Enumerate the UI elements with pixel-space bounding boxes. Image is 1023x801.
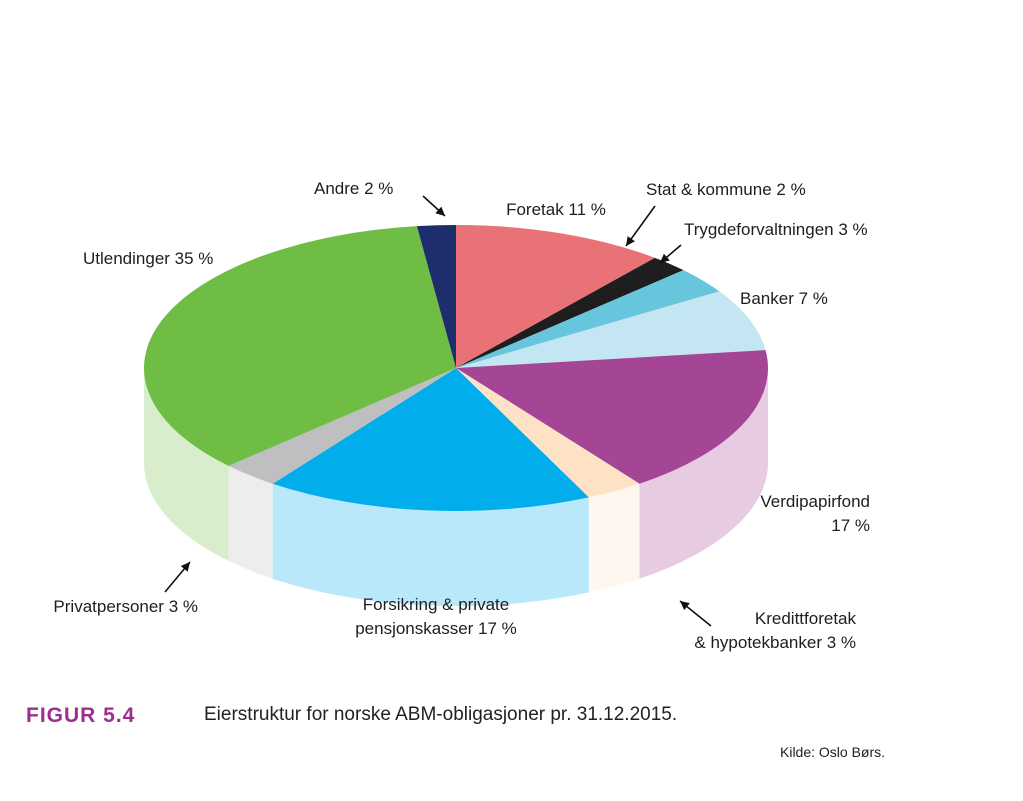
arrow-privatpersoner bbox=[164, 561, 191, 593]
label-forsikring-private-pensjonskasser: Forsikring & private pensjonskasser 17 % bbox=[355, 595, 517, 638]
slice-utlendinger bbox=[144, 226, 456, 466]
slice-stat-kommune bbox=[456, 257, 684, 368]
slice-banker bbox=[456, 291, 766, 368]
arrow-trygdeforvaltningen bbox=[659, 244, 682, 264]
slice-trygdeforvaltningen bbox=[456, 270, 720, 368]
label-kredittforetak-hypotekbanker: Kredittforetak & hypotekbanker 3 % bbox=[694, 609, 856, 652]
label-stat-kommune: Stat & kommune 2 % bbox=[646, 180, 806, 199]
arrow-andre bbox=[422, 195, 446, 217]
label-privatpersoner: Privatpersoner 3 % bbox=[53, 597, 198, 616]
arrow-stat-kommune bbox=[625, 205, 656, 247]
figure-number: FIGUR 5.4 bbox=[26, 704, 136, 727]
figure-source: Kilde: Oslo Børs. bbox=[780, 744, 886, 760]
side-kredittforetak-hypotekbanker bbox=[588, 483, 640, 593]
side-privatpersoner bbox=[228, 465, 273, 579]
slice-verdipapirfond bbox=[456, 350, 768, 484]
label-arrows bbox=[164, 195, 712, 627]
figure-caption: Eierstruktur for norske ABM-obligasjoner… bbox=[204, 704, 678, 725]
arrow-kredittforetak-hypotekbanker bbox=[679, 600, 712, 627]
side-utlendinger bbox=[144, 368, 229, 561]
slice-labels: Foretak 11 % Stat & kommune 2 % Trygdeforv… bbox=[53, 179, 870, 652]
label-verdipapirfond: Verdipapirfond 17 % bbox=[760, 492, 870, 535]
label-foretak: Foretak 11 % bbox=[506, 200, 606, 219]
side-forsikring-private-pensjonskasser bbox=[272, 483, 589, 606]
slice-foretak bbox=[456, 225, 655, 368]
pie-sides bbox=[144, 368, 768, 606]
side-verdipapirfond bbox=[639, 368, 768, 579]
label-trygdeforvaltningen: Trygdeforvaltningen 3 % bbox=[684, 220, 868, 239]
label-banker: Banker 7 % bbox=[740, 289, 828, 308]
slice-andre bbox=[416, 225, 456, 368]
slice-forsikring-private-pensjonskasser bbox=[272, 368, 589, 511]
label-andre: Andre 2 % bbox=[314, 179, 393, 198]
slice-kredittforetak-hypotekbanker bbox=[456, 368, 640, 498]
pie-slices bbox=[144, 225, 768, 511]
slice-privatpersoner bbox=[228, 368, 456, 484]
label-utlendinger: Utlendinger 35 % bbox=[83, 249, 213, 268]
